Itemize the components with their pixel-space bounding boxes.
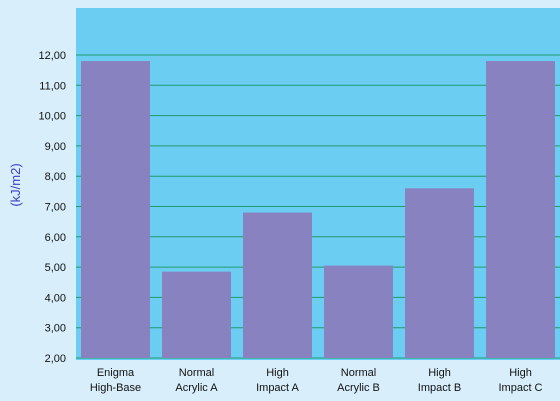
y-axis-label: (kJ/m2) <box>8 163 23 206</box>
x-tick-label: Enigma High-Base <box>90 367 141 394</box>
x-tick-label: High Impact C <box>498 367 542 394</box>
bar <box>162 271 231 358</box>
y-tick-label: 4,00 <box>45 292 66 304</box>
x-tick-label: Normal Acrylic B <box>337 367 380 394</box>
y-tick-label: 5,00 <box>45 262 66 274</box>
y-tick-label: 10,00 <box>38 111 66 123</box>
x-tick-label: High Impact A <box>256 367 299 394</box>
y-tick-label: 9,00 <box>45 141 66 153</box>
y-tick-label: 7,00 <box>45 202 66 214</box>
bar <box>243 212 312 358</box>
plot-area <box>76 8 560 360</box>
y-tick-label: 8,00 <box>45 171 66 183</box>
y-tick-label: 2,00 <box>45 353 66 365</box>
bar <box>486 61 555 359</box>
bar <box>405 188 474 358</box>
bars <box>81 61 555 359</box>
grid-lines <box>76 54 560 359</box>
bar <box>324 265 393 358</box>
y-tick-label: 6,00 <box>45 232 66 244</box>
y-tick-labels: 2,00 3,00 4,00 5,00 6,00 7,00 8,00 9,00 10,00 11,… <box>38 50 66 365</box>
x-tick-label: High Impact B <box>418 367 461 394</box>
bar <box>81 61 150 359</box>
y-tick-label: 12,00 <box>38 50 66 62</box>
y-tick-label: 11,00 <box>39 80 66 92</box>
y-tick-label: 3,00 <box>45 323 66 335</box>
x-tick-label: Normal Acrylic A <box>175 367 218 394</box>
x-tick-labels: Enigma High-Base Normal Acrylic A High Impact… <box>90 367 543 394</box>
